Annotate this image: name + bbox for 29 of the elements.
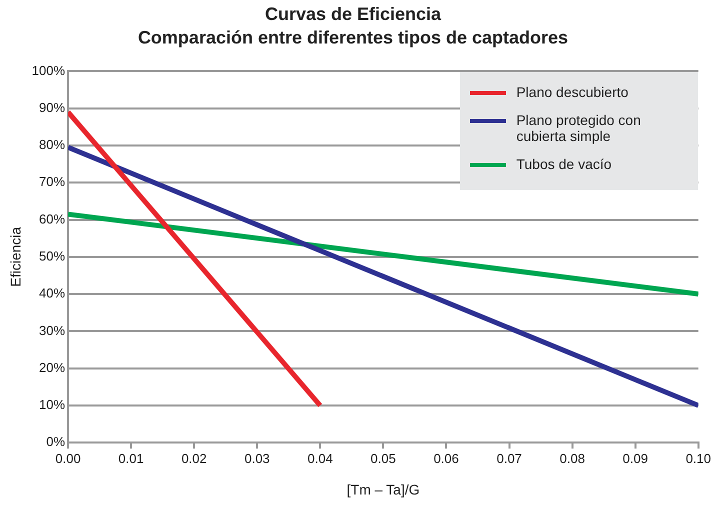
y-tick-label: 90% xyxy=(39,100,66,115)
x-tick-label: 0.07 xyxy=(496,450,522,466)
y-tick-label: 100% xyxy=(32,62,66,78)
legend-label: Tubos de vacío xyxy=(516,156,613,172)
y-tick-label: 40% xyxy=(39,286,66,301)
y-tick-label: 70% xyxy=(39,174,66,190)
x-tick-label: 0.00 xyxy=(55,450,81,466)
y-tick-label: 0% xyxy=(46,434,66,450)
y-tick-label: 20% xyxy=(39,360,66,375)
x-tick-label: 0.03 xyxy=(244,450,270,466)
y-tick-label: 10% xyxy=(39,397,66,412)
legend-label: Plano descubierto xyxy=(516,84,630,100)
y-tick-label: 60% xyxy=(39,211,66,226)
x-tick-label: 0.09 xyxy=(622,450,648,466)
x-tick-label: 0.04 xyxy=(308,450,333,466)
legend-label: Plano protegido con cubierta simple xyxy=(516,112,642,144)
x-tick-label: 0.05 xyxy=(370,450,396,466)
y-tick-label: 30% xyxy=(39,322,66,338)
x-tick-label: 0.06 xyxy=(434,450,459,466)
x-tick-label: 0.02 xyxy=(181,450,207,466)
chart-subtitle: Comparación entre diferentes tipos de captadores xyxy=(138,27,568,48)
y-tick-label: 50% xyxy=(39,248,66,264)
chart-title: Curvas de Eficiencia xyxy=(264,4,442,24)
x-tick-label: 0.10 xyxy=(686,450,712,466)
x-axis-title: [Tm – Ta]/G xyxy=(346,481,420,498)
x-tick-label: 0.01 xyxy=(118,450,144,466)
x-tick-label: 0.08 xyxy=(560,450,585,466)
y-tick-label: 80% xyxy=(39,137,66,152)
y-axis-title: Eficiencia xyxy=(7,226,24,287)
